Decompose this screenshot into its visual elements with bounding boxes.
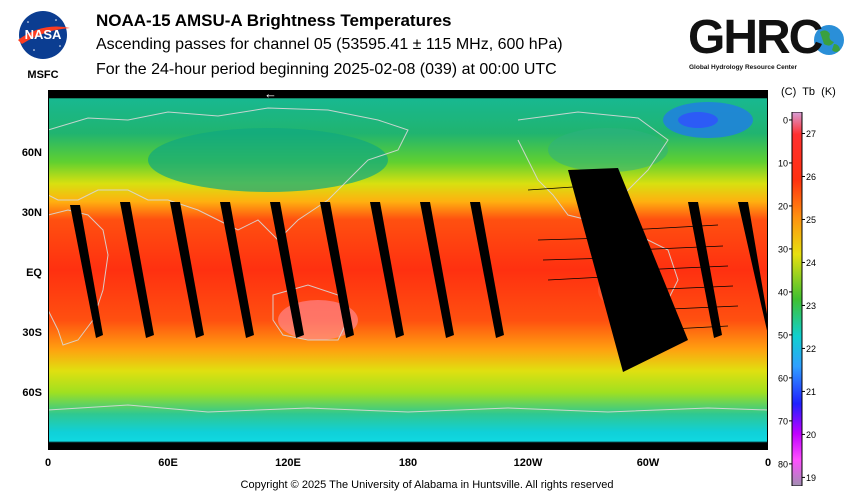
colorbar-celsius-tick-label: -60: [778, 373, 788, 383]
colorbar-celsius-tick-label: -70: [778, 416, 788, 426]
colorbar-header-tb: Tb: [802, 86, 816, 98]
nasa-center-label: MSFC: [27, 69, 59, 81]
ghrc-globe-icon: [814, 25, 844, 55]
colorbar-celsius-tick-label: -50: [778, 330, 788, 340]
colorbar-ticks: 270 260 250 240 230 220 210 200 190 0 -10 -20 -30 -40…: [778, 115, 816, 482]
swath-gap-5: [270, 202, 304, 338]
colorbar-celsius-tick-label: -80: [778, 459, 788, 469]
brightness-temperature-map: ←: [48, 90, 768, 450]
swath-gap-7: [370, 202, 404, 338]
swath-gap-2: [120, 202, 154, 338]
period-description: For the 24-hour period beginning 2025-02…: [96, 61, 557, 78]
swath-gap-3: [170, 202, 204, 338]
scan-direction-arrow: ←: [264, 90, 277, 101]
swath-gap-8: [420, 202, 454, 338]
swath-gap-1: [70, 205, 103, 338]
colorbar-celsius-tick-label: -20: [778, 201, 788, 211]
channel-subtitle: Ascending passes for channel 05 (53595.4…: [96, 36, 563, 53]
colorbar-ramp: [791, 112, 803, 486]
lat-label-60n: 60N: [21, 147, 42, 159]
antarctica-coastline: [48, 404, 768, 413]
colorbar: 270 260 250 240 230 220 210 200 190 0 -10 -20 -30 -40…: [778, 112, 816, 486]
colorbar-kelvin-tick-label: 270: [806, 129, 816, 139]
ghrc-logo-text: GHRC: [688, 11, 823, 64]
ghrc-tagline: Global Hydrology Resource Center: [689, 64, 797, 71]
swath-gap-10: [688, 202, 722, 338]
nasa-logo: NASA: [18, 11, 70, 59]
colorbar-kelvin-tick-label: 210: [806, 387, 816, 397]
colorbar-celsius-tick-label: 0: [783, 115, 788, 125]
colorbar-kelvin-tick-label: 250: [806, 215, 816, 225]
lon-label-0-west: 0: [44, 457, 52, 469]
lon-label-120e: 120E: [275, 457, 301, 469]
lon-label-60e: 60E: [158, 457, 178, 469]
swath-gap-wide: [568, 168, 688, 372]
colorbar-kelvin-tick-label: 240: [806, 258, 816, 268]
lat-label-30n: 30N: [21, 207, 42, 219]
eurasia-coastline: [48, 107, 409, 241]
copyright-notice: Copyright © 2025 The University of Alaba…: [240, 479, 614, 491]
colorbar-kelvin-tick-label: 200: [806, 430, 816, 440]
swath-gap-4: [220, 202, 254, 338]
lat-label-30s: 30S: [22, 327, 42, 339]
canada-cold-region: [548, 128, 668, 172]
greenland-cold-core: [678, 112, 718, 128]
lon-label-0-east: 0: [764, 457, 772, 469]
colorbar-celsius-tick-label: -40: [778, 287, 788, 297]
top-no-data-band: [48, 90, 768, 98]
scan-lines: [527, 185, 739, 331]
colorbar-kelvin-tick-label: 190: [806, 473, 816, 483]
lat-label-eq: EQ: [26, 267, 42, 279]
colorbar-header-celsius: (C): [781, 86, 797, 98]
colorbar-header-kelvin: (K): [821, 86, 836, 98]
australia-coastline: [272, 284, 349, 341]
lon-label-180: 180: [398, 457, 418, 469]
lon-label-60w: 60W: [636, 457, 660, 469]
bottom-no-data-band: [48, 444, 768, 450]
colorbar-kelvin-tick-label: 260: [806, 172, 816, 182]
svg-text:NASA: NASA: [25, 27, 62, 42]
page-title: NOAA-15 AMSU-A Brightness Temperatures: [96, 11, 452, 30]
lat-label-60s: 60S: [22, 387, 42, 399]
siberia-cold-region: [148, 128, 388, 192]
colorbar-kelvin-tick-label: 230: [806, 301, 816, 311]
swath-gap-11: [738, 202, 768, 335]
colorbar-celsius-tick-label: -30: [778, 244, 788, 254]
lon-label-120w: 120W: [513, 457, 543, 469]
swath-gap-6: [320, 202, 354, 338]
colorbar-celsius-tick-label: -10: [778, 158, 788, 168]
swath-gap-9: [470, 202, 504, 338]
colorbar-header: (C) Tb (K): [781, 86, 836, 98]
colorbar-kelvin-tick-label: 220: [806, 344, 816, 354]
